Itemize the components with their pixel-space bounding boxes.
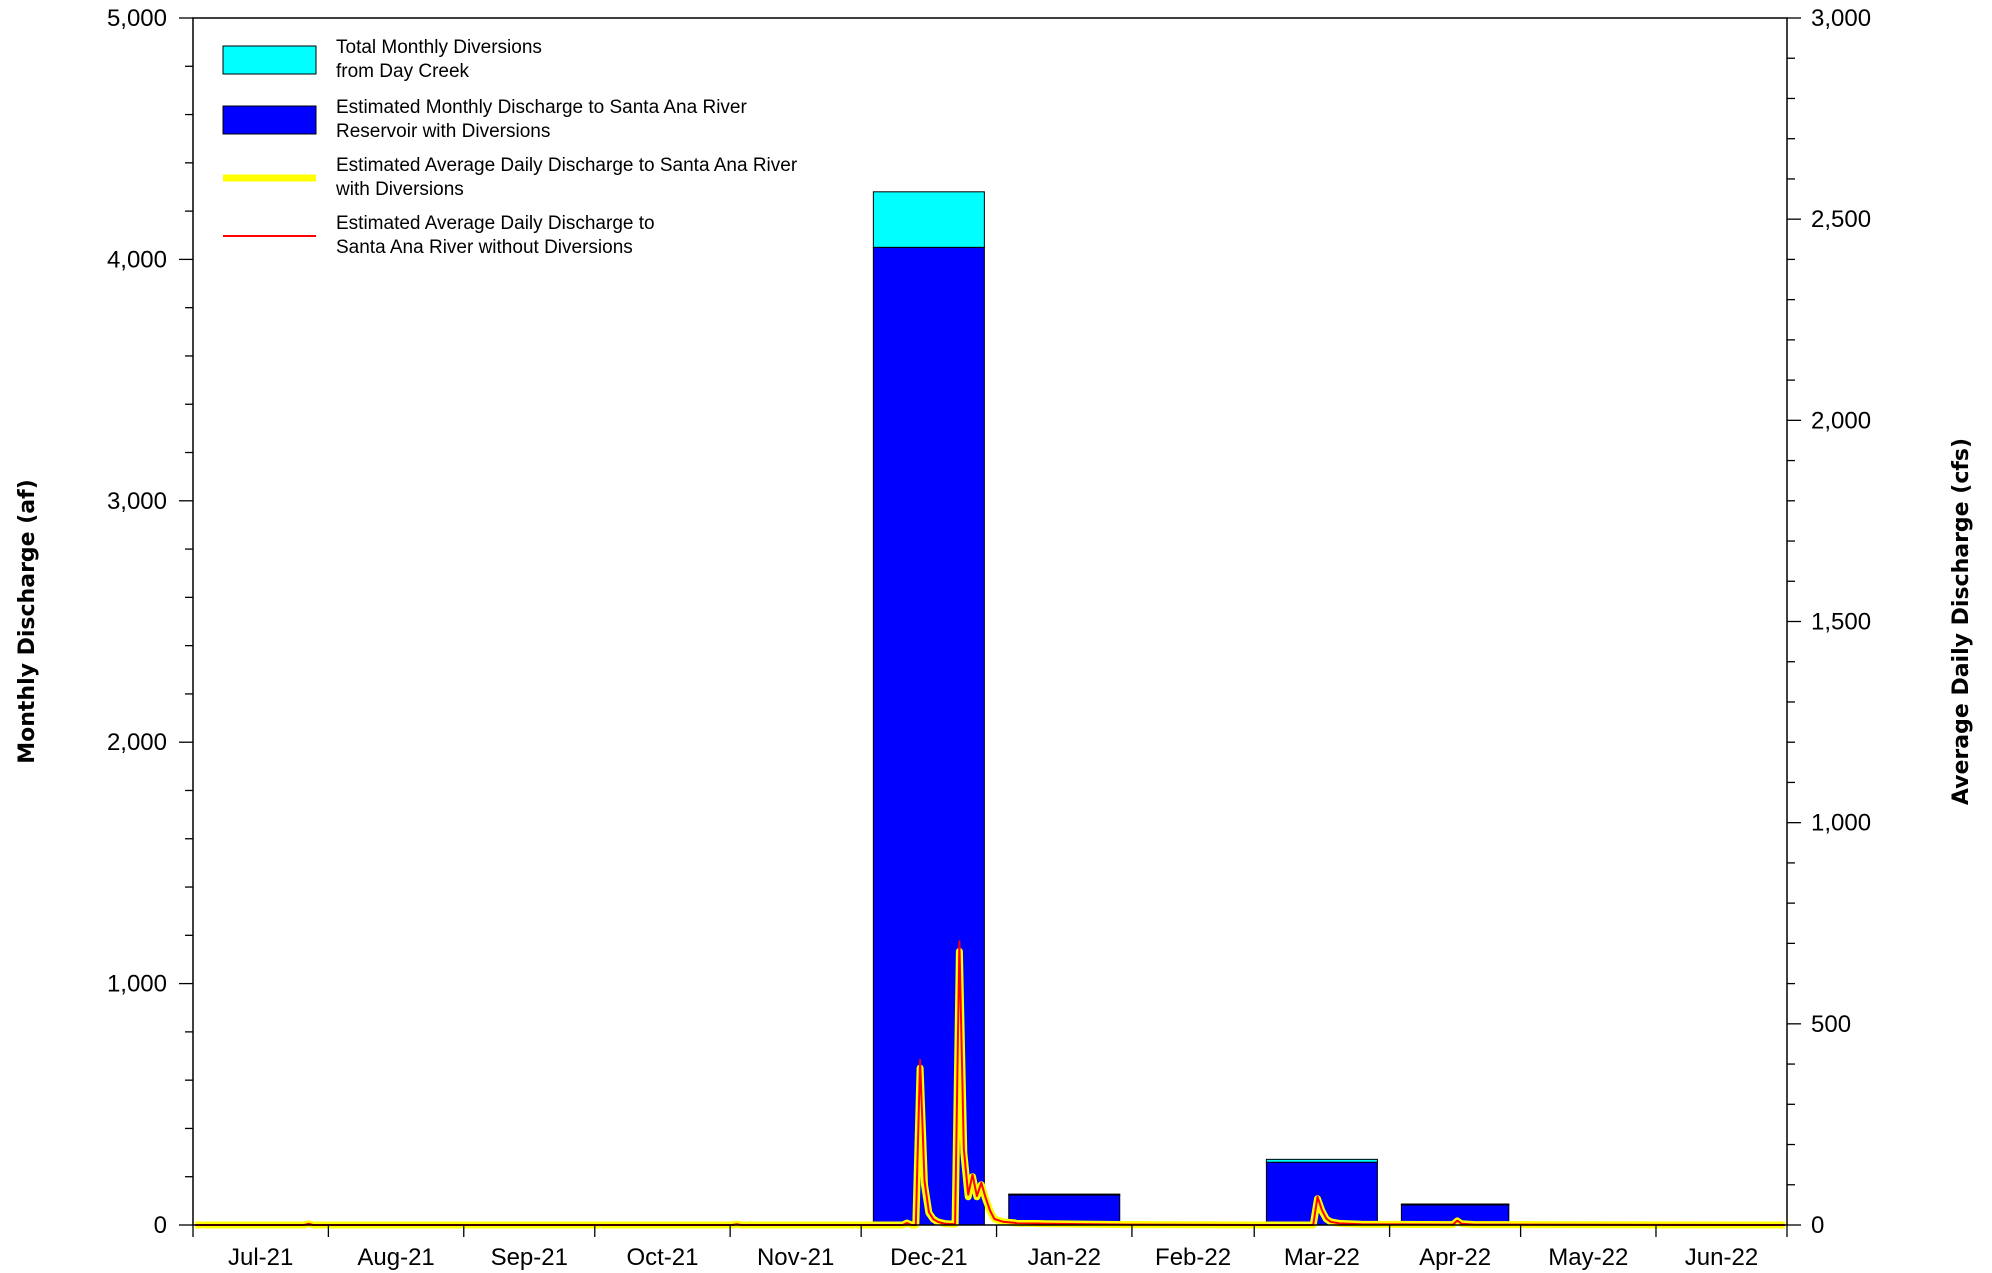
x-tick-label: Nov-21: [757, 1244, 834, 1271]
left-axis: 0 1,000 2,000 3,000 4,000 5,000: [107, 5, 193, 1239]
diversion-bar: [872, 191, 985, 248]
left-tick-label: 5,000: [107, 5, 167, 32]
legend-swatch: [222, 105, 317, 135]
legend-label: with Diversions: [335, 179, 464, 200]
left-tick-label: 3,000: [107, 488, 167, 515]
bars-layer: [872, 191, 1510, 1226]
legend-swatch: [222, 45, 317, 75]
x-tick-label: Jan-22: [1028, 1244, 1101, 1271]
left-tick-label: 0: [154, 1212, 167, 1239]
left-tick-label: 2,000: [107, 729, 167, 756]
right-tick-label: 500: [1811, 1011, 1851, 1038]
right-tick-label: 2,500: [1811, 206, 1871, 233]
right-axis-title: Average Daily Discharge (cfs): [1949, 438, 1974, 805]
x-tick-label: Dec-21: [890, 1244, 967, 1271]
right-tick-label: 3,000: [1811, 5, 1871, 32]
x-tick-label: Apr-22: [1419, 1244, 1491, 1271]
diversion-bar: [1008, 1193, 1121, 1196]
x-tick-label: Sep-21: [491, 1244, 568, 1271]
right-tick-label: 1,000: [1811, 810, 1871, 837]
left-tick-label: 4,000: [107, 246, 167, 273]
legend-label: Estimated Monthly Discharge to Santa Ana…: [336, 97, 747, 118]
diversion-bar: [1265, 1158, 1378, 1163]
legend-label: Estimated Average Daily Discharge to San…: [336, 155, 798, 176]
x-tick-label: Oct-21: [626, 1244, 698, 1271]
daily-without-diversions-line: [195, 940, 1785, 1226]
left-tick-label: 1,000: [107, 971, 167, 998]
x-tick-label: May-22: [1548, 1244, 1628, 1271]
discharge-bar: [872, 246, 985, 1226]
x-tick-label: Jul-21: [228, 1244, 293, 1271]
x-tick-label: Jun-22: [1685, 1244, 1758, 1271]
right-tick-label: 2,000: [1811, 407, 1871, 434]
x-tick-label: Feb-22: [1155, 1244, 1231, 1271]
legend-label: Reservoir with Diversions: [336, 121, 550, 142]
legend-label: Total Monthly Diversions: [336, 37, 542, 58]
x-tick-label: Aug-21: [357, 1244, 434, 1271]
legend: Total Monthly Diversions from Day Creek Es…: [222, 37, 798, 258]
legend-label: from Day Creek: [336, 61, 470, 82]
right-axis: 0 500 1,000 1,500 2,000 2,500 3,000: [1787, 5, 1871, 1239]
legend-label: Estimated Average Daily Discharge to: [336, 213, 655, 234]
x-axis: Jul-21 Aug-21 Sep-21 Oct-21 Nov-21 Dec-21 Jan-…: [192, 1225, 1788, 1271]
diversion-bar: [1400, 1203, 1510, 1206]
left-axis-title: Monthly Discharge (af): [15, 479, 40, 764]
daily-with-diversions-line: [195, 947, 1785, 1229]
right-tick-label: 1,500: [1811, 609, 1871, 636]
lines-layer: [195, 940, 1785, 1229]
x-tick-label: Mar-22: [1284, 1244, 1360, 1271]
right-tick-label: 0: [1811, 1212, 1824, 1239]
legend-label: Santa Ana River without Diversions: [336, 237, 633, 258]
